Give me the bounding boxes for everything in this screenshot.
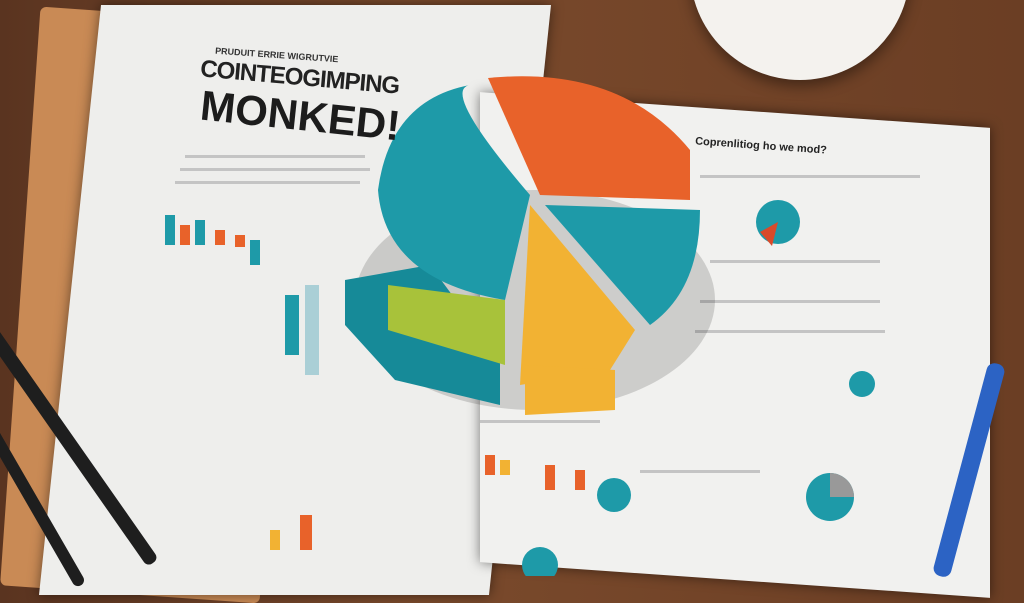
text-lines <box>175 155 920 473</box>
small-pie-charts <box>522 200 875 576</box>
printed-graphics <box>165 76 920 576</box>
small-bar-chart <box>165 215 585 550</box>
3d-pie-chart <box>345 76 715 415</box>
